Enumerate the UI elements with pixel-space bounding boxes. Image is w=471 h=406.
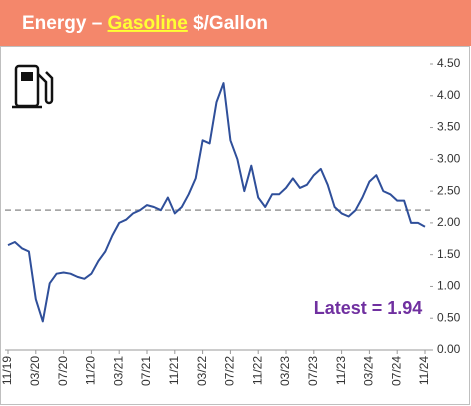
chart-border (0, 46, 470, 405)
y-tick-label: 4.50 (437, 56, 461, 70)
x-tick-label: 11/21 (167, 356, 181, 385)
x-tick-label: 07/22 (223, 356, 237, 386)
x-tick-label: 03/20 (28, 356, 42, 386)
fuel-pump-icon (12, 64, 54, 109)
x-tick-label: 11/24 (417, 356, 431, 385)
x-tick-label: 11/20 (84, 356, 98, 385)
x-tick-label: 03/23 (278, 356, 292, 386)
price-line (7, 82, 426, 323)
title-part: Energy – (22, 13, 108, 34)
title-part: $/Gallon (188, 13, 268, 34)
x-tick-label: 11/23 (334, 356, 348, 385)
x-tick-label: 03/24 (362, 356, 376, 386)
x-tick-label: 07/21 (139, 356, 153, 386)
y-tick-label: 0.00 (437, 342, 461, 356)
y-tick-label: 0.50 (437, 310, 461, 324)
x-tick-label: 07/20 (56, 356, 70, 386)
x-tick-label: 07/23 (306, 356, 320, 386)
y-tick-label: 3.00 (437, 152, 461, 166)
y-tick-label: 4.00 (437, 88, 461, 102)
x-tick-label: 03/22 (195, 356, 209, 386)
x-tick-label: 03/21 (111, 356, 125, 386)
x-tick-label: 11/19 (0, 356, 14, 385)
y-tick-label: 1.00 (437, 279, 461, 293)
chart-title: Energy – Gasoline $/Gallon (22, 13, 268, 34)
x-tick-label: 07/24 (389, 356, 403, 386)
y-tick-label: 1.50 (437, 247, 461, 261)
annotation: Latest = 1.94 (314, 298, 423, 318)
y-tick-label: 2.50 (437, 183, 461, 197)
y-tick-label: 3.50 (437, 120, 461, 134)
y-tick-label: 2.00 (437, 215, 461, 229)
title-highlight: Gasoline (108, 13, 188, 34)
header-bar (0, 0, 471, 46)
x-tick-label: 11/22 (250, 356, 264, 385)
